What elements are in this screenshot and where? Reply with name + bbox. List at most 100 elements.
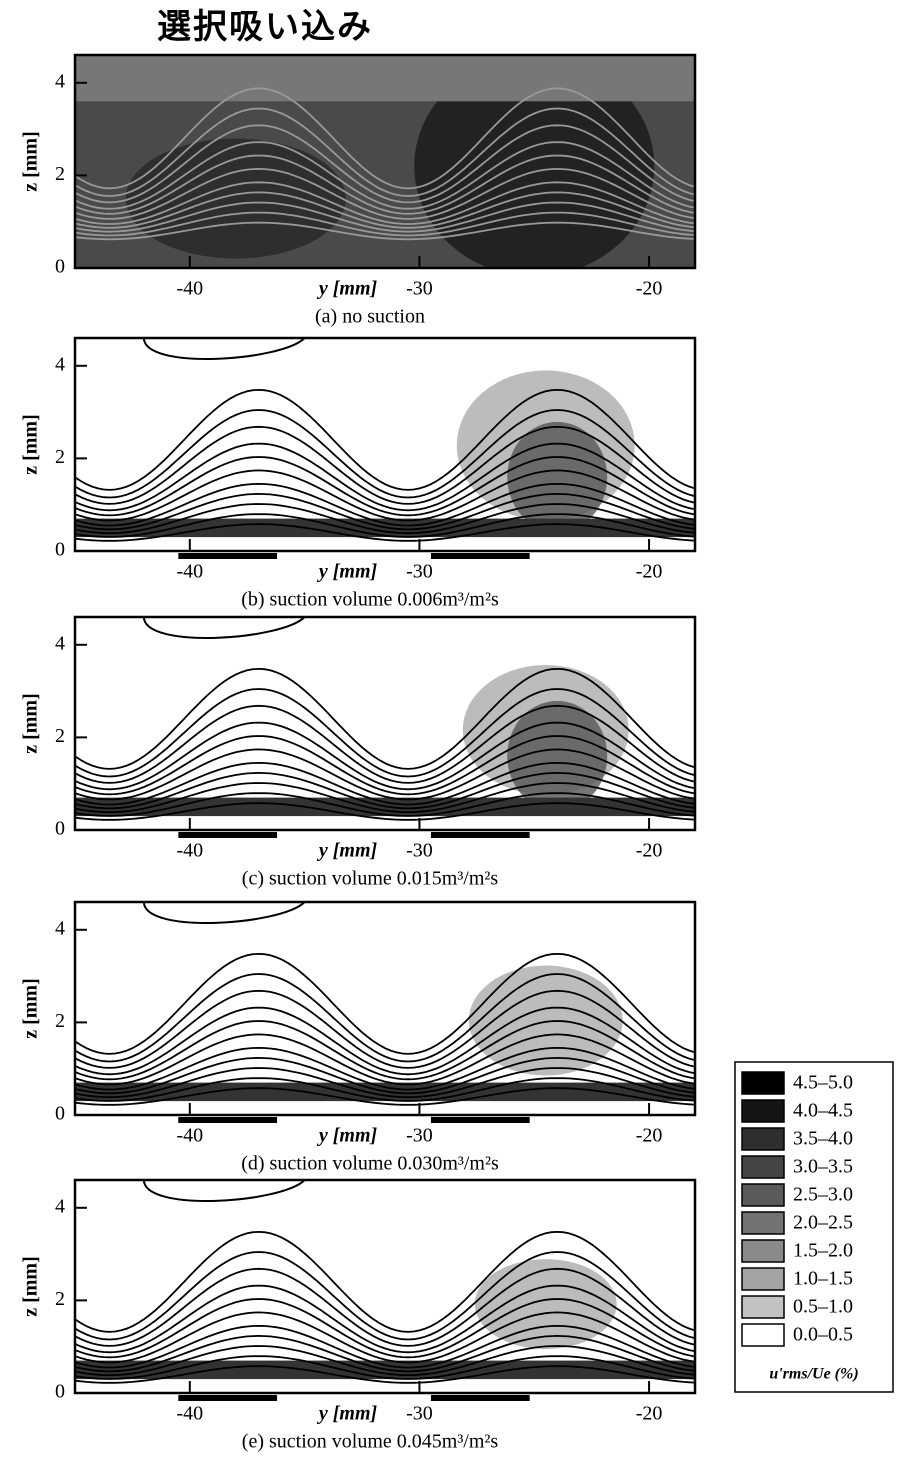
contour-line [75, 761, 695, 806]
legend-swatch [741, 1183, 785, 1207]
contour-line [75, 482, 695, 527]
caption: (c) suction volume 0.015m³/m²s [242, 868, 499, 890]
plot-frame [73, 336, 697, 553]
x-axis-label: y [mm] [317, 278, 378, 300]
legend-swatch [741, 1099, 785, 1123]
shade-region [125, 138, 346, 259]
contour-line [75, 87, 695, 190]
legend-swatch [741, 1267, 785, 1291]
contour-line [75, 1365, 695, 1384]
y-axis-label: z [mm] [20, 414, 42, 475]
contour-line [75, 1298, 695, 1359]
shade-region [507, 421, 608, 532]
contour-line [75, 523, 695, 542]
x-tick-label: -40 [176, 1403, 203, 1425]
caption: (e) suction volume 0.045m³/m²s [242, 1431, 499, 1453]
legend-swatch [741, 1127, 785, 1151]
y-axis-label: z [mm] [20, 1256, 42, 1317]
shade-region [75, 55, 695, 102]
contour-line [75, 167, 695, 220]
y-tick-label: 0 [55, 1381, 65, 1403]
y-tick-label: 4 [55, 70, 65, 92]
legend-label: 1.0–1.5 [793, 1268, 853, 1290]
y-axis-label: z [mm] [20, 131, 42, 192]
contour-line [75, 952, 695, 1055]
contour-line [75, 771, 695, 810]
legend-label: 4.0–4.5 [793, 1100, 853, 1122]
contour-line [75, 154, 695, 215]
contour-line [75, 513, 695, 538]
contour-line [75, 973, 695, 1063]
contour-line [75, 388, 695, 491]
x-tick-label: -40 [176, 840, 203, 862]
x-tick-label: -20 [636, 561, 663, 583]
suction-region [430, 1395, 530, 1401]
contour-line [75, 1251, 695, 1341]
contour-line [75, 1020, 695, 1081]
legend-title: u'rms/Ue (%) [769, 1366, 858, 1383]
contour-line [75, 989, 695, 1069]
legend-label: 2.0–2.5 [793, 1212, 853, 1234]
y-tick-label: 4 [55, 917, 65, 939]
suction-region [178, 1117, 278, 1123]
contour-field [75, 617, 695, 830]
plot-frame [73, 615, 697, 832]
contour-line [75, 802, 695, 821]
y-tick-label: 4 [55, 353, 65, 375]
contour-line [142, 338, 306, 360]
contour-line [75, 1334, 695, 1373]
x-tick-label: -20 [636, 1125, 663, 1147]
y-tick-label: 4 [55, 632, 65, 654]
x-tick-label: -40 [176, 561, 203, 583]
contour-field [75, 338, 695, 551]
contour-line [75, 1046, 695, 1091]
contour-line [75, 492, 695, 531]
contour-line [142, 1180, 306, 1202]
y-tick-label: 0 [55, 539, 65, 561]
x-axis-label: y [mm] [317, 840, 378, 862]
x-tick-label: -30 [406, 840, 433, 862]
x-tick-label: -20 [636, 1403, 663, 1425]
contour-line [75, 442, 695, 512]
contour-line [75, 201, 695, 233]
x-axis-label: y [mm] [317, 1403, 378, 1425]
contour-line [142, 902, 306, 924]
suction-region [178, 1395, 278, 1401]
y-tick-label: 2 [55, 446, 65, 468]
y-tick-label: 2 [55, 163, 65, 185]
contour-line [75, 1345, 695, 1377]
x-tick-label: -30 [406, 561, 433, 583]
legend-label: 3.5–4.0 [793, 1128, 853, 1150]
contour-line [75, 1311, 695, 1364]
contour-field [75, 902, 695, 1115]
contour-line [75, 124, 695, 204]
legend-swatch [741, 1155, 785, 1179]
plot-frame [73, 53, 697, 270]
contour-line [75, 1077, 695, 1102]
contour-line [142, 617, 306, 639]
suction-region [430, 832, 530, 838]
suction-region [430, 553, 530, 559]
contour-line [75, 141, 695, 210]
legend-label: 2.5–3.0 [793, 1184, 853, 1206]
contour-line [75, 1267, 695, 1347]
x-tick-label: -20 [636, 278, 663, 300]
x-tick-label: -30 [406, 1403, 433, 1425]
x-tick-label: -40 [176, 1125, 203, 1147]
contour-line [75, 688, 695, 778]
legend-swatch [741, 1295, 785, 1319]
caption: (d) suction volume 0.030m³/m²s [241, 1153, 499, 1175]
plot-frame [73, 1178, 697, 1395]
legend-label: 4.5–5.0 [793, 1072, 853, 1094]
legend-swatch [741, 1239, 785, 1263]
contour-line [75, 1087, 695, 1106]
y-tick-label: 2 [55, 725, 65, 747]
y-tick-label: 0 [55, 256, 65, 278]
contour-line [75, 735, 695, 796]
contour-line [75, 221, 695, 241]
shade-region [507, 700, 608, 811]
y-tick-label: 2 [55, 1010, 65, 1032]
contour-line [75, 1006, 695, 1076]
x-tick-label: -20 [636, 840, 663, 862]
